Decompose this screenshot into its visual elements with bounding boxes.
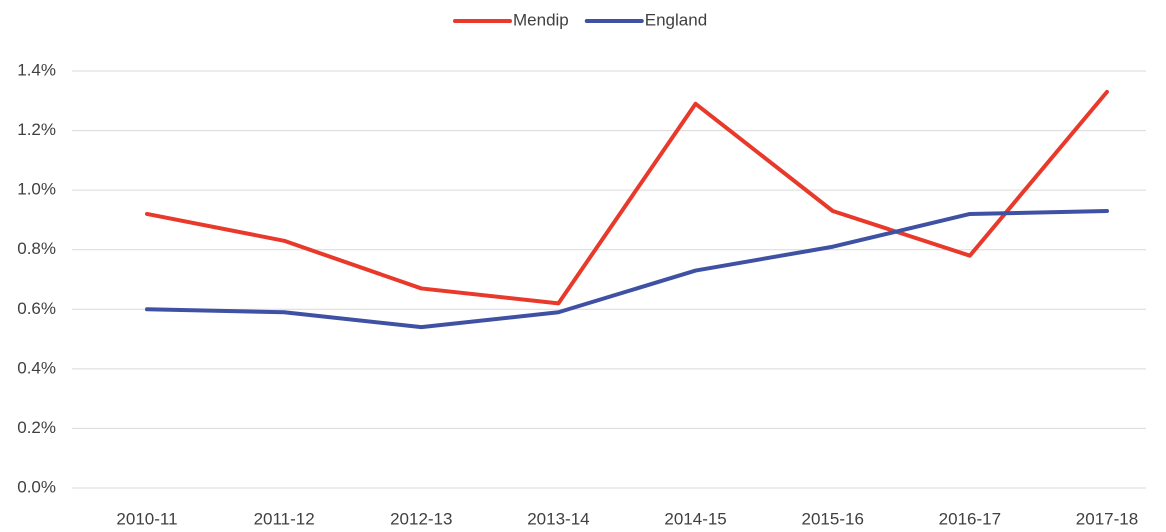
series-line [145, 89, 1109, 306]
y-tick-label: 1.4% [17, 60, 56, 79]
x-tick-label: 2015-16 [802, 509, 864, 528]
x-tick-label: 2012-13 [390, 509, 452, 528]
x-tick-label: 2016-17 [939, 509, 1001, 528]
x-tick-label: 2017-18 [1076, 509, 1138, 528]
y-tick-label: 0.4% [17, 358, 56, 377]
legend-label: Mendip [513, 10, 569, 29]
y-tick-label: 0.8% [17, 239, 56, 258]
x-tick-label: 2014-15 [664, 509, 726, 528]
x-tick-label: 2013-14 [527, 509, 589, 528]
y-tick-label: 1.0% [17, 180, 56, 199]
series-line [145, 208, 1109, 330]
y-tick-label: 0.0% [17, 477, 56, 496]
legend-label: England [645, 10, 707, 29]
y-tick-label: 0.6% [17, 299, 56, 318]
y-tick-label: 1.2% [17, 120, 56, 139]
y-tick-label: 0.2% [17, 418, 56, 437]
x-tick-label: 2011-12 [254, 509, 315, 528]
x-tick-label: 2010-11 [116, 509, 177, 528]
